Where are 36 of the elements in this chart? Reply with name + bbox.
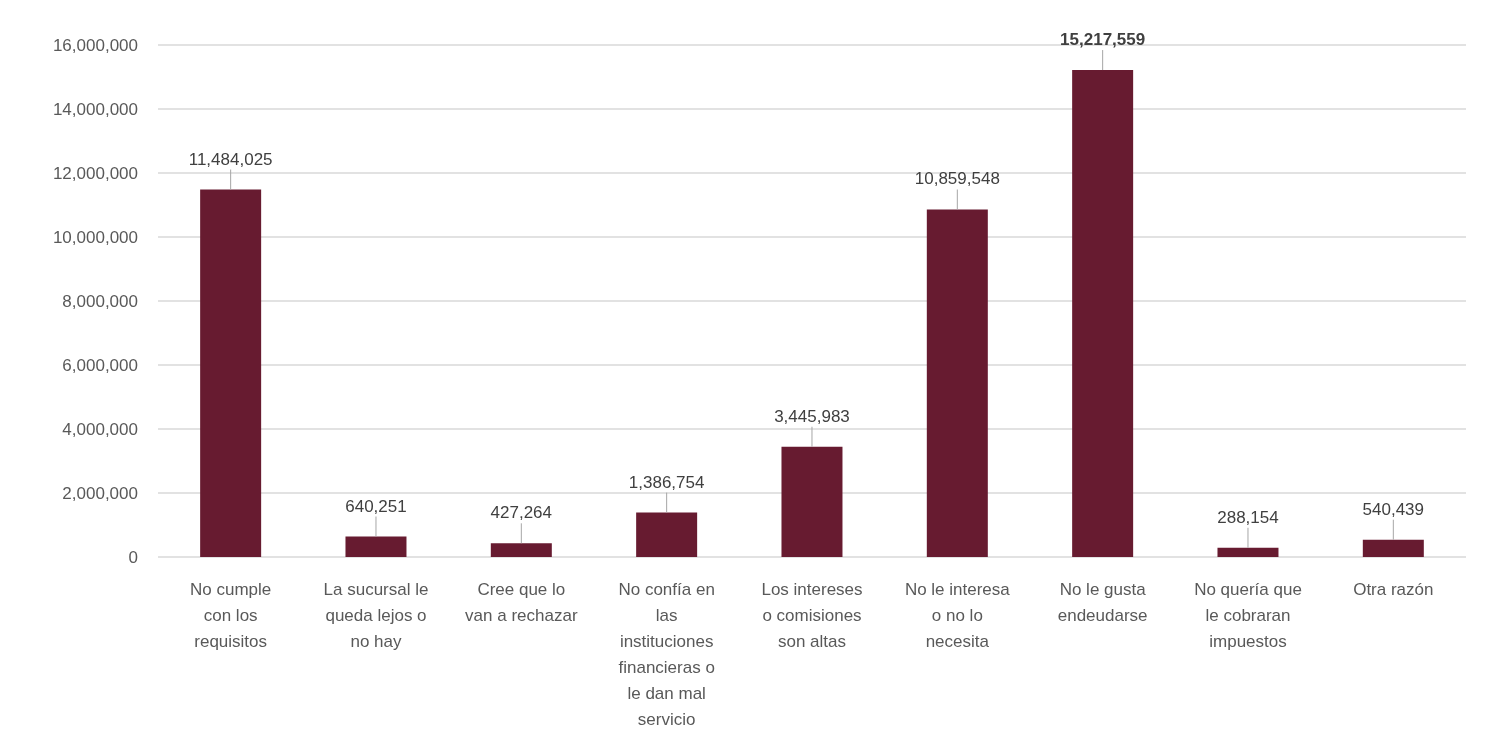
data-label: 640,251 bbox=[345, 496, 407, 516]
x-tick-label: No confía en las instituciones financieras o le dan mal servicio bbox=[618, 580, 715, 729]
y-tick-label: 14,000,000 bbox=[52, 100, 138, 120]
bar bbox=[1362, 539, 1424, 557]
y-tick-label: 6,000,000 bbox=[62, 356, 138, 376]
data-label: 10,859,548 bbox=[914, 169, 1000, 189]
bar bbox=[926, 209, 988, 557]
bar bbox=[1072, 70, 1134, 557]
y-tick-label: 8,000,000 bbox=[62, 292, 138, 312]
y-tick-label: 4,000,000 bbox=[62, 420, 138, 440]
data-label: 540,439 bbox=[1362, 499, 1425, 519]
x-tick-label: Otra razón bbox=[1353, 580, 1434, 599]
x-tick-label: La sucursal le queda lejos o no hay bbox=[323, 580, 429, 651]
x-tick-label: No le interesa o no lo necesita bbox=[904, 580, 1011, 651]
x-tick-label: No quería que le cobraran impuestos bbox=[1194, 580, 1302, 651]
y-tick-label: 16,000,000 bbox=[52, 36, 138, 56]
x-tick-label: No cumple con los requisitos bbox=[190, 580, 272, 651]
data-label: 427,264 bbox=[490, 503, 553, 523]
bar bbox=[345, 536, 407, 557]
y-tick-label: 10,000,000 bbox=[52, 228, 138, 248]
y-tick-label: 0 bbox=[128, 548, 138, 568]
bar bbox=[636, 512, 698, 557]
bar bbox=[781, 446, 843, 557]
data-label: 3,445,983 bbox=[774, 406, 850, 426]
data-label: 15,217,559 bbox=[1060, 30, 1146, 50]
bar bbox=[200, 189, 262, 557]
data-label: 288,154 bbox=[1217, 507, 1279, 527]
y-tick-label: 12,000,000 bbox=[52, 164, 138, 184]
y-tick-label: 2,000,000 bbox=[62, 484, 138, 504]
x-tick-label: Cree que lo van a rechazar bbox=[465, 580, 578, 625]
data-label: 11,484,025 bbox=[188, 149, 273, 169]
data-label: 1,386,754 bbox=[628, 472, 705, 492]
bar bbox=[490, 543, 552, 557]
x-tick-label: No le gusta endeudarse bbox=[1057, 580, 1148, 625]
bar bbox=[1217, 547, 1279, 557]
x-tick-label: Los intereses o comisiones son altas bbox=[761, 580, 863, 651]
